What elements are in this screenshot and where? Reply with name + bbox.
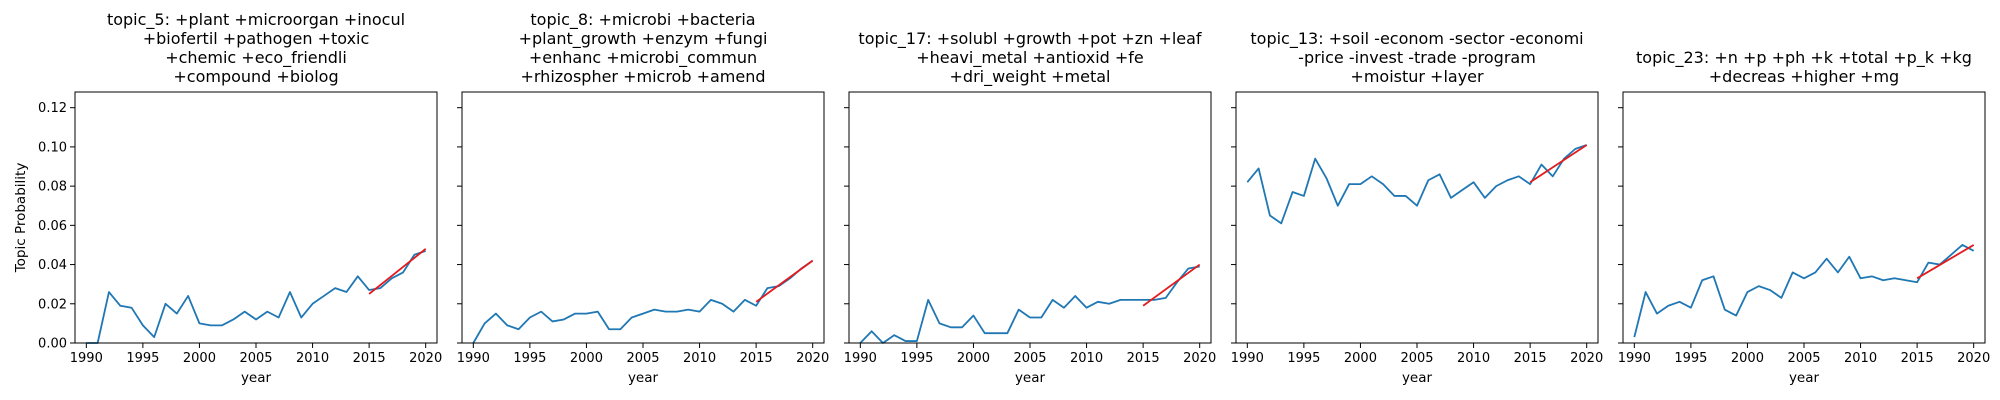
panel-4-series-line xyxy=(1246,144,1587,225)
panel-3-trend-line xyxy=(1142,263,1201,307)
panel-4-x-axis-label: year xyxy=(1402,370,1433,386)
panel-2-title-line-3: +enhanc +microbi_commun xyxy=(529,48,757,68)
panel-3-x-tick-label-1990: 1990 xyxy=(844,351,877,366)
panel-2-x-tick-label-2010: 2010 xyxy=(683,351,716,366)
panel-1-x-axis-label: year xyxy=(241,370,272,386)
panel-2-title-line-2: +plant_growth +enzym +fungi xyxy=(519,29,768,49)
panel-2-series-line xyxy=(472,259,814,344)
panel-3-x-tick-label-2005: 2005 xyxy=(1013,351,1046,366)
panel-1-title-line-1: topic_5: +plant +microorgan +inocul xyxy=(107,10,405,30)
panel-4-x-tick-label-2010: 2010 xyxy=(1457,351,1490,366)
panel-1-y-tick-label-2: 0.04 xyxy=(38,258,67,273)
panel-1-x-tick-label-1995: 1995 xyxy=(126,351,159,366)
panel-5-x-tick-label-2005: 2005 xyxy=(1787,351,1820,366)
panel-2-x-tick-label-2000: 2000 xyxy=(570,351,603,366)
panel-5-x-axis-label: year xyxy=(1789,370,1820,386)
panel-5-x-tick-label-2010: 2010 xyxy=(1844,351,1877,366)
panel-3-title-line-2: +heavi_metal +antioxid +fe xyxy=(916,48,1144,68)
y-axis-label: Topic Probability xyxy=(13,163,29,274)
panel-4-x-tick-label-2015: 2015 xyxy=(1514,351,1547,366)
panel-1-x-tick-label-2005: 2005 xyxy=(239,351,272,366)
panel-2-x-tick-label-2020: 2020 xyxy=(796,351,829,366)
panel-1-y-tick-label-1: 0.02 xyxy=(38,297,67,312)
panel-3-x-tick-label-2015: 2015 xyxy=(1127,351,1160,366)
panel-1-y-tick-label-0: 0.00 xyxy=(38,337,67,352)
panel-5-series-line xyxy=(1633,244,1975,338)
panel-4-x-tick-label-2005: 2005 xyxy=(1400,351,1433,366)
panel-2-x-tick-label-1990: 1990 xyxy=(457,351,490,366)
panel-3-axes-frame xyxy=(848,91,1212,344)
panel-4-x-tick-label-2020: 2020 xyxy=(1570,351,1603,366)
panel-2-title-line-4: +rhizospher +microb +amend xyxy=(520,67,765,86)
panel-2-x-tick-label-1995: 1995 xyxy=(513,351,546,366)
panel-4-x-tick-label-2000: 2000 xyxy=(1344,351,1377,366)
panel-4-trend-line xyxy=(1529,144,1588,183)
panel-5-x-tick-label-2015: 2015 xyxy=(1901,351,1934,366)
panel-4-title-line-1: topic_13: +soil -econom -sector -economi xyxy=(1250,29,1583,49)
panel-1-y-tick-label-6: 0.12 xyxy=(38,101,67,116)
panel-5-title-line-2: +decreas +higher +mg xyxy=(1709,67,1899,86)
panel-1-x-tick-label-2020: 2020 xyxy=(409,351,442,366)
panel-2-axes-frame xyxy=(461,91,825,344)
panel-3-title-line-1: topic_17: +solubl +growth +pot +zn +leaf xyxy=(858,29,1202,49)
panel-5-axes-frame xyxy=(1622,91,1986,344)
panel-1-title-line-3: +chemic +eco_friendli xyxy=(165,48,347,68)
panel-5-x-tick-label-1995: 1995 xyxy=(1674,351,1707,366)
panel-2-x-tick-label-2015: 2015 xyxy=(740,351,773,366)
panel-2-title-line-1: topic_8: +microbi +bacteria xyxy=(530,10,755,30)
panel-3-series-line xyxy=(859,265,1200,344)
panel-1-x-tick-label-2015: 2015 xyxy=(353,351,386,366)
panel-4-x-tick-label-1995: 1995 xyxy=(1287,351,1320,366)
panel-1-axes-frame xyxy=(74,91,438,344)
panel-5-x-tick-label-2020: 2020 xyxy=(1957,351,1990,366)
panel-5-trend-line xyxy=(1916,244,1975,280)
panel-1-title-line-2: +biofertil +pathogen +toxic xyxy=(143,29,370,48)
panel-1-y-tick-label-4: 0.08 xyxy=(38,180,67,195)
panel-1-x-tick-label-2010: 2010 xyxy=(296,351,329,366)
panel-5-x-tick-label-1990: 1990 xyxy=(1618,351,1651,366)
panel-3-x-axis-label: year xyxy=(1015,370,1046,386)
panel-1-x-tick-label-2000: 2000 xyxy=(183,351,216,366)
panel-1-title-line-4: +compound +biolog xyxy=(173,67,338,86)
panel-5-title-line-1: topic_23: +n +p +ph +k +total +p_k +kg xyxy=(1636,48,1972,68)
panel-2-x-axis-label: year xyxy=(628,370,659,386)
panel-2-x-tick-label-2005: 2005 xyxy=(626,351,659,366)
panel-5-x-tick-label-2000: 2000 xyxy=(1731,351,1764,366)
panel-3-x-tick-label-2020: 2020 xyxy=(1183,351,1216,366)
panel-3-x-tick-label-2000: 2000 xyxy=(957,351,990,366)
panel-1-y-tick-label-3: 0.06 xyxy=(38,219,67,234)
panel-2-trend-line xyxy=(755,259,814,303)
panel-3-title-line-3: +dri_weight +metal xyxy=(950,67,1111,87)
panel-1-trend-line xyxy=(368,248,427,295)
panel-4-title-line-3: +moistur +layer xyxy=(1350,67,1484,86)
panel-4-x-tick-label-1990: 1990 xyxy=(1231,351,1264,366)
panel-3-x-tick-label-1995: 1995 xyxy=(900,351,933,366)
panel-3-x-tick-label-2010: 2010 xyxy=(1070,351,1103,366)
panel-1-y-tick-label-5: 0.10 xyxy=(38,140,67,155)
panel-4-axes-frame xyxy=(1235,91,1599,344)
panel-4-title-line-2: -price -invest -trade -program xyxy=(1298,48,1536,67)
panel-1-series-line xyxy=(86,249,426,344)
panel-1-x-tick-label-1990: 1990 xyxy=(70,351,103,366)
